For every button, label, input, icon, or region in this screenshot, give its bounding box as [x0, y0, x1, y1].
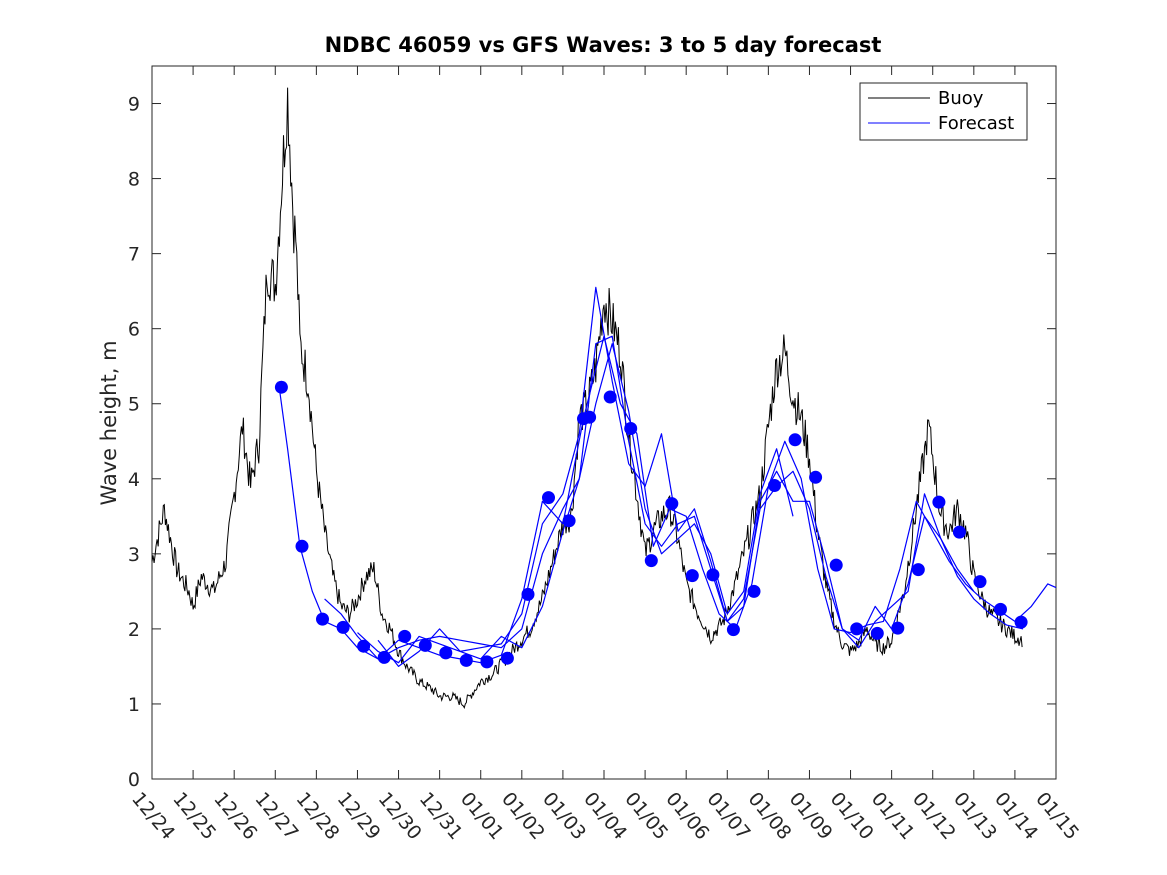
forecast-marker [542, 491, 555, 505]
forecast-marker [829, 558, 843, 572]
y-tick-label: 0 [128, 769, 140, 791]
forecast-marker [398, 629, 412, 643]
forecast-marker [521, 587, 535, 601]
x-tick-label: 01/06 [661, 788, 713, 844]
forecast-marker [850, 622, 864, 636]
y-tick-label: 9 [128, 94, 140, 116]
forecast-run-line [278, 335, 1057, 664]
y-axis: 0 1 2 3 4 5 6 7 8 9 [128, 94, 1056, 791]
x-tick-label: 01/01 [456, 788, 508, 844]
forecast-marker [480, 655, 494, 669]
axes-box [151, 65, 1057, 780]
forecast-marker [562, 514, 576, 528]
forecast-run-line [324, 343, 794, 660]
forecast-marker [459, 653, 473, 667]
forecast-marker [336, 620, 350, 634]
x-tick-label: 01/09 [785, 788, 837, 844]
y-tick-label: 4 [128, 469, 140, 491]
forecast-marker [952, 525, 966, 539]
forecast-marker [891, 621, 905, 635]
x-tick-label: 12/27 [250, 788, 302, 844]
x-tick-label: 12/28 [292, 788, 344, 844]
x-tick-label: 12/29 [333, 788, 385, 844]
y-tick-label: 7 [128, 244, 140, 266]
forecast-marker [603, 390, 617, 404]
forecast-markers [274, 380, 1028, 669]
x-tick-label: 01/12 [908, 788, 960, 844]
forecast-marker [1014, 615, 1028, 629]
x-tick-label: 01/15 [1031, 788, 1083, 844]
forecast-marker [295, 539, 309, 553]
y-tick-label: 8 [128, 169, 140, 191]
forecast-marker [357, 639, 371, 653]
forecast-marker [418, 638, 432, 652]
forecast-marker [377, 650, 391, 664]
x-tick-label: 01/05 [620, 788, 672, 844]
x-tick-label: 12/25 [168, 788, 220, 844]
forecast-run-line [377, 335, 1024, 668]
forecast-marker [439, 646, 453, 660]
y-tick-label: 2 [128, 619, 140, 641]
forecast-marker [644, 554, 658, 568]
plot-area: 0 1 2 3 4 5 6 7 8 9 12/2412/2512/2612/2712/2812/2… [127, 65, 1083, 844]
forecast-marker [583, 410, 597, 424]
x-tick-label: 01/03 [538, 788, 590, 844]
forecast-marker [788, 433, 802, 447]
x-tick-label: 01/02 [497, 788, 549, 844]
legend: Buoy Forecast [859, 82, 1028, 141]
forecast-marker [973, 575, 987, 589]
chart-title: NDBC 46059 vs GFS Waves: 3 to 5 day fore… [325, 33, 882, 57]
y-axis-label: Wave height, m [97, 340, 121, 505]
x-tick-label: 12/30 [374, 788, 426, 844]
x-tick-label: 12/24 [127, 788, 179, 844]
legend-buoy-label: Buoy [938, 88, 984, 109]
forecast-marker [624, 422, 638, 435]
forecast-marker [994, 602, 1007, 616]
x-tick-label: 12/31 [415, 788, 467, 844]
x-tick-label: 01/14 [990, 788, 1042, 844]
forecast-marker [665, 497, 679, 511]
x-tick-label: 01/10 [826, 788, 878, 844]
legend-forecast-label: Forecast [938, 113, 1014, 134]
forecast-marker [747, 584, 761, 598]
forecast-series [278, 286, 1057, 668]
x-tick-label: 12/26 [209, 788, 261, 844]
x-tick-label: 01/04 [579, 788, 631, 844]
x-tick-label: 01/08 [744, 788, 796, 844]
forecast-marker [500, 651, 514, 665]
y-tick-label: 5 [128, 394, 140, 416]
forecast-marker [685, 569, 699, 583]
y-tick-label: 6 [128, 319, 140, 341]
x-tick-label: 01/07 [702, 788, 754, 844]
forecast-marker [726, 623, 740, 637]
forecast-marker [706, 568, 720, 582]
forecast-marker [870, 626, 884, 640]
legend-box [859, 82, 1028, 141]
y-tick-label: 3 [128, 544, 140, 566]
forecast-marker [316, 612, 329, 626]
forecast-marker [932, 495, 946, 509]
x-tick-label: 01/13 [949, 788, 1001, 844]
x-tick-label: 01/11 [867, 788, 919, 844]
forecast-marker [809, 470, 823, 484]
forecast-marker [274, 380, 288, 394]
forecast-marker [911, 563, 925, 577]
y-tick-label: 1 [128, 694, 140, 716]
forecast-marker [768, 479, 781, 492]
